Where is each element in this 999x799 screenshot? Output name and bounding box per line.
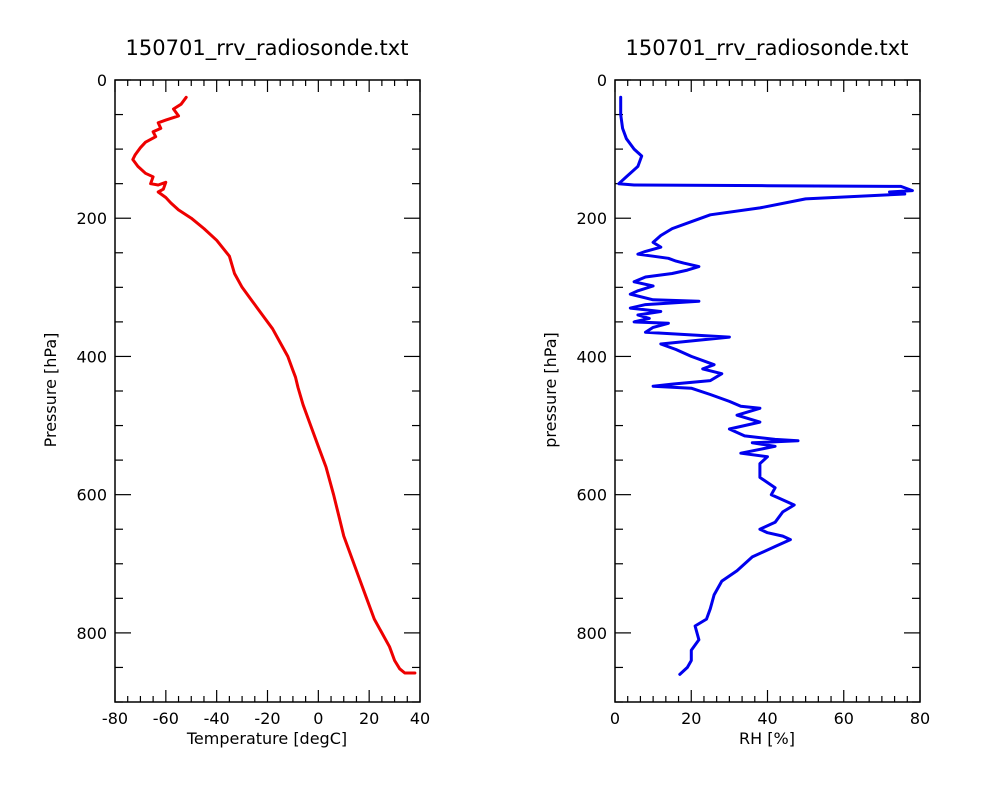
y-axis-label: Pressure [hPa]	[41, 333, 60, 448]
y-tick-label: 200	[576, 209, 607, 228]
y-tick-label: 200	[76, 209, 107, 228]
y-tick-label: 800	[76, 624, 107, 643]
x-tick-label: 0	[313, 709, 323, 728]
x-tick-label: -60	[153, 709, 179, 728]
series-line	[131, 95, 417, 675]
y-tick-label: 600	[76, 486, 107, 505]
y-tick-label: 800	[576, 624, 607, 643]
y-tick-label: 0	[97, 71, 107, 90]
x-tick-label: -20	[254, 709, 280, 728]
x-tick-label: 60	[834, 709, 854, 728]
chart-title: 150701_rrv_radiosonde.txt	[126, 36, 409, 61]
y-tick-label: 400	[76, 347, 107, 366]
chart-title: 150701_rrv_radiosonde.txt	[626, 36, 909, 61]
series-line	[617, 95, 914, 676]
x-tick-label: 20	[359, 709, 379, 728]
y-axis-label: pressure [hPa]	[541, 332, 560, 448]
y-tick-label: 0	[597, 71, 607, 90]
x-tick-label: 40	[757, 709, 777, 728]
x-tick-label: 40	[410, 709, 430, 728]
temperature-panel: 150701_rrv_radiosonde.txt Temperature [d…	[41, 36, 430, 748]
x-axis-label: RH [%]	[739, 729, 795, 748]
plot-frame	[614, 79, 921, 703]
x-tick-label: -40	[204, 709, 230, 728]
y-tick-label: 600	[576, 486, 607, 505]
x-tick-label: 0	[610, 709, 620, 728]
y-tick-label: 400	[576, 347, 607, 366]
x-tick-label: 80	[910, 709, 930, 728]
plot-frame	[114, 79, 421, 703]
rh-panel: 150701_rrv_radiosonde.txt RH [%] pressur…	[541, 36, 930, 748]
x-axis-label: Temperature [degC]	[186, 729, 347, 748]
x-tick-label: 20	[681, 709, 701, 728]
x-tick-label: -80	[102, 709, 128, 728]
